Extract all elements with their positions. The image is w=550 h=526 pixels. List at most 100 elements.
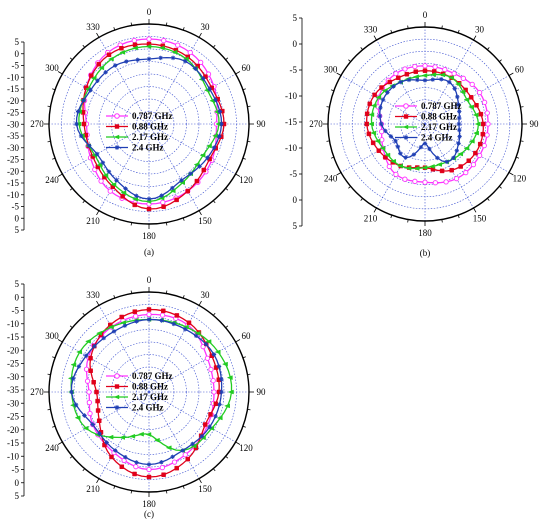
data-point xyxy=(134,319,139,324)
series-2-4-ghz xyxy=(74,55,224,202)
data-point xyxy=(114,178,119,183)
data-point xyxy=(457,134,462,139)
polar-plot-a: 030609012015018021024027030033050-5-10-1… xyxy=(7,7,266,257)
data-point xyxy=(395,144,401,149)
data-point xyxy=(158,55,163,61)
legend-entry: 0.88 GHz xyxy=(421,112,457,122)
data-point xyxy=(370,103,377,108)
data-point xyxy=(380,97,386,102)
legend-entry: 2.4 GHz xyxy=(132,403,164,413)
outer-tick xyxy=(326,140,330,142)
data-point xyxy=(76,349,82,355)
data-point xyxy=(370,140,376,146)
radial-tick-label: -30 xyxy=(7,372,19,382)
data-point xyxy=(158,45,165,51)
data-point xyxy=(89,73,94,78)
data-point xyxy=(146,307,152,312)
data-point xyxy=(94,389,99,395)
radial-tick-label: 5 xyxy=(15,491,20,501)
radial-tick-label: -15 xyxy=(7,84,19,94)
data-point xyxy=(146,36,152,42)
data-point xyxy=(203,422,208,427)
data-point xyxy=(113,63,118,68)
outer-tick xyxy=(82,44,86,48)
data-point xyxy=(182,452,188,458)
data-point xyxy=(137,431,144,437)
data-point xyxy=(88,368,93,373)
series-2-4-ghz xyxy=(69,317,224,467)
legend-marker xyxy=(402,124,409,130)
data-point xyxy=(374,138,381,144)
radial-tick-label: -5 xyxy=(12,202,20,212)
outer-tick xyxy=(225,187,229,191)
legend-entry: 0.88 GHz xyxy=(132,122,168,132)
data-point xyxy=(87,410,93,417)
outer-tick xyxy=(52,88,56,91)
legend-entry: 0.787 GHz xyxy=(421,101,462,111)
data-point xyxy=(159,460,164,465)
outer-tick xyxy=(336,72,342,76)
data-point xyxy=(452,86,457,91)
outer-tick xyxy=(390,29,393,33)
data-point xyxy=(468,104,475,110)
legend-entry: 2.17 GHz xyxy=(421,122,457,132)
data-point xyxy=(477,141,483,147)
data-point xyxy=(384,152,391,158)
outer-tick xyxy=(198,210,202,216)
data-point xyxy=(388,134,394,139)
outer-tick xyxy=(130,22,133,26)
angle-label: 60 xyxy=(241,63,251,73)
angle-label: 180 xyxy=(418,228,432,238)
angle-label: 0 xyxy=(147,275,152,285)
outer-tick xyxy=(52,425,56,428)
outer-tick xyxy=(516,156,520,159)
data-point xyxy=(402,66,408,72)
data-point xyxy=(421,73,428,78)
data-point xyxy=(146,56,152,62)
angle-label: 60 xyxy=(241,331,251,341)
outer-tick xyxy=(457,29,460,33)
data-point xyxy=(70,376,76,381)
data-point xyxy=(217,402,222,407)
outer-tick xyxy=(235,339,241,343)
data-point xyxy=(485,121,491,127)
data-point xyxy=(468,95,474,100)
outer-tick xyxy=(520,140,524,142)
data-point xyxy=(131,45,138,51)
data-point xyxy=(448,75,454,81)
data-point xyxy=(470,161,477,168)
data-point xyxy=(454,148,459,153)
data-point xyxy=(390,158,396,164)
data-point xyxy=(478,111,484,117)
data-point xyxy=(123,454,128,460)
data-point xyxy=(165,445,172,451)
data-point xyxy=(472,130,479,136)
data-point xyxy=(481,142,487,149)
outer-tick xyxy=(235,173,241,177)
data-point xyxy=(370,130,377,136)
legend-marker xyxy=(403,114,409,119)
data-point xyxy=(208,366,214,373)
data-point xyxy=(110,182,117,187)
data-point xyxy=(109,454,114,460)
angle-label: 60 xyxy=(515,65,525,75)
radial-tick-label: -15 xyxy=(285,117,297,127)
data-point xyxy=(457,151,464,157)
data-point xyxy=(190,441,195,447)
data-point xyxy=(421,165,428,171)
data-point xyxy=(207,86,212,92)
data-point xyxy=(132,42,138,48)
outer-tick xyxy=(130,222,133,226)
outer-tick xyxy=(113,295,116,299)
data-point xyxy=(224,403,230,409)
radial-tick-label: -25 xyxy=(7,108,19,118)
data-point xyxy=(458,164,463,169)
outer-tick xyxy=(198,32,202,38)
data-point xyxy=(107,324,114,330)
data-point xyxy=(145,432,152,437)
data-point xyxy=(119,45,124,51)
data-point xyxy=(391,84,396,89)
outer-tick xyxy=(441,25,443,29)
data-point xyxy=(107,56,114,62)
